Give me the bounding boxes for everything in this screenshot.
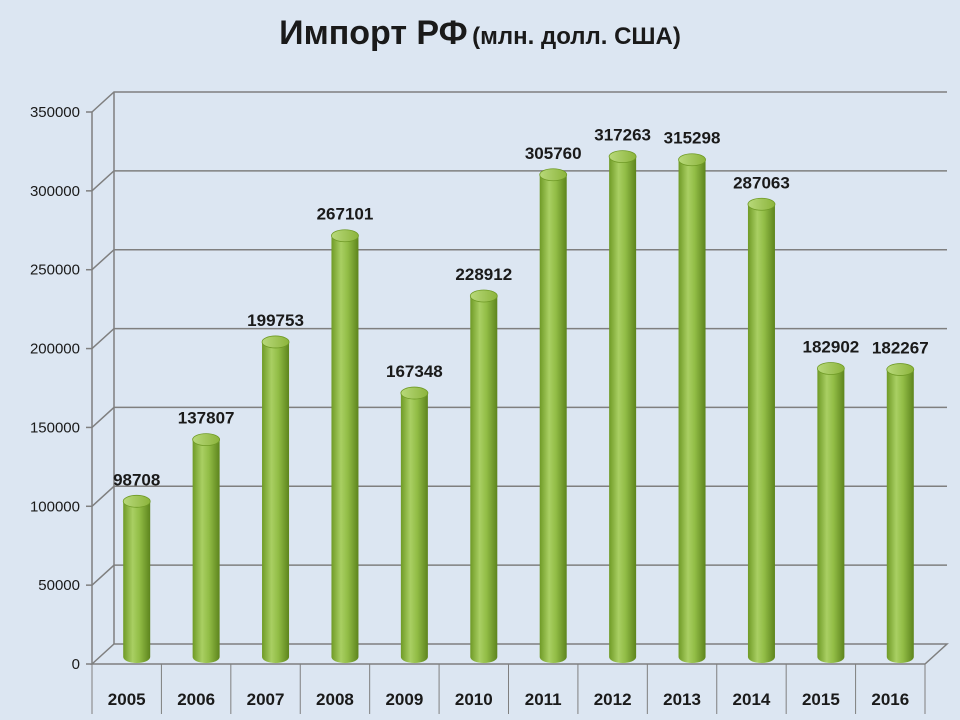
bar (122, 494, 151, 663)
x-category-label: 2009 (385, 690, 423, 709)
y-tick-label: 300000 (30, 183, 80, 200)
x-category-label: 2014 (733, 690, 771, 709)
bar-body (470, 295, 498, 663)
bar (747, 197, 776, 664)
bar-top (331, 229, 359, 243)
bar-body (678, 159, 706, 663)
x-category-label: 2010 (455, 690, 493, 709)
bar-top (747, 197, 776, 211)
bars (122, 150, 915, 664)
data-label: 315298 (664, 129, 721, 148)
x-axis-categories: 2005 2006 2007 2008 2009 2010 2011 2012 2013 2014… (91, 664, 926, 714)
data-label: 98708 (113, 470, 160, 489)
y-axis-ticks: 0 50000 100000 150000 200000 250000 300000 3500… (30, 104, 92, 673)
bar (816, 362, 845, 663)
y-tick-label: 150000 (30, 419, 80, 436)
grid-line (91, 91, 947, 113)
bar-body (192, 439, 220, 663)
bar (331, 229, 359, 663)
x-category-label: 2007 (247, 690, 285, 709)
bar (886, 363, 915, 663)
bar-top (678, 153, 706, 167)
bar-top (261, 335, 290, 349)
data-labels: 98708 137807 199753 267101 167348 228912 30576… (113, 126, 929, 490)
bar-body (817, 368, 845, 663)
data-label: 167348 (386, 362, 443, 381)
chart-title: Импорт РФ (млн. долл. США) (0, 14, 960, 53)
bar (469, 289, 498, 663)
x-category-label: 2013 (663, 690, 701, 709)
bar-top (886, 363, 915, 376)
x-category-label: 2012 (594, 690, 632, 709)
bar (608, 150, 637, 663)
grid-lines (90, 91, 949, 665)
bar-body (609, 156, 637, 663)
y-tick-label: 0 (72, 656, 80, 673)
y-tick-label: 200000 (30, 341, 80, 358)
bar-body (400, 393, 428, 663)
grid-line (91, 485, 947, 507)
bar-body (331, 235, 359, 663)
bar-top (469, 289, 498, 303)
bar-top (400, 386, 429, 400)
bar (261, 335, 290, 663)
chart-subtitle: (млн. долл. США) (472, 23, 681, 50)
data-label: 305760 (525, 144, 582, 163)
bar (678, 153, 706, 663)
y-tick-label: 50000 (38, 577, 80, 594)
grid-line (91, 406, 947, 428)
bar-body (262, 341, 290, 663)
bar (192, 433, 221, 663)
bar-body (123, 501, 151, 663)
data-label: 287063 (733, 173, 790, 192)
x-category-label: 2006 (177, 690, 215, 709)
data-label: 317263 (594, 126, 651, 145)
grid-line (91, 248, 947, 271)
bar-body (539, 174, 567, 663)
bar-top (192, 433, 221, 447)
data-label: 199753 (247, 311, 304, 330)
chart-title-main: Импорт РФ (279, 14, 468, 52)
bar-top (539, 168, 568, 182)
data-label: 267101 (317, 205, 374, 224)
data-label: 182902 (803, 338, 860, 357)
x-category-label: 2015 (802, 690, 840, 709)
x-category-label: 2008 (316, 690, 354, 709)
bar-top (122, 494, 151, 508)
data-label: 182267 (872, 339, 929, 358)
bar (400, 386, 429, 663)
bar (539, 168, 568, 663)
grid-line (91, 564, 947, 586)
y-tick-label: 350000 (30, 104, 80, 121)
x-category-label: 2016 (871, 690, 909, 709)
grid-line (91, 170, 947, 192)
y-tick-label: 250000 (30, 262, 80, 279)
data-label: 137807 (178, 409, 235, 428)
x-category-label: 2011 (525, 690, 562, 709)
data-label: 228912 (455, 265, 512, 284)
bar-top (816, 362, 845, 375)
x-category-label: 2005 (108, 690, 146, 709)
bar-body (886, 369, 914, 663)
bar-body (747, 204, 775, 664)
bar-top (608, 150, 637, 164)
grid-line (91, 327, 947, 350)
y-tick-label: 100000 (30, 498, 80, 515)
